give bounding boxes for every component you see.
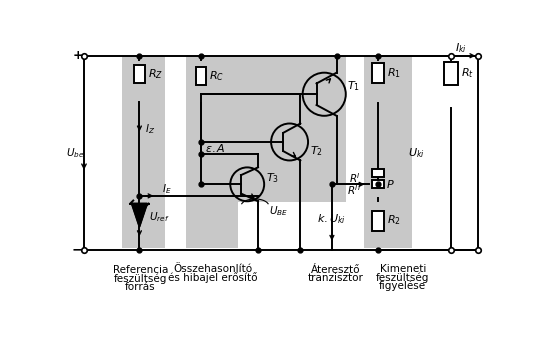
Bar <box>444 62 458 85</box>
Text: $R_2$: $R_2$ <box>387 214 402 228</box>
Bar <box>372 210 384 231</box>
Text: $T_3$: $T_3$ <box>266 171 279 185</box>
Text: $T_1$: $T_1$ <box>348 80 360 94</box>
Text: $R^I$: $R^I$ <box>349 171 361 185</box>
Text: Kimeneti: Kimeneti <box>379 264 426 274</box>
Text: $R_C$: $R_C$ <box>210 69 224 83</box>
Text: −: − <box>72 243 84 257</box>
Text: forrás: forrás <box>125 282 156 292</box>
Text: $I_E$: $I_E$ <box>162 182 171 196</box>
Text: Referencia: Referencia <box>113 265 168 275</box>
Text: tranzisztor: tranzisztor <box>308 273 364 283</box>
Bar <box>134 65 145 83</box>
Text: Áteresztő: Áteresztő <box>311 265 361 275</box>
Bar <box>372 63 384 83</box>
Text: $I_Z$: $I_Z$ <box>145 122 155 136</box>
Bar <box>372 180 384 188</box>
Text: feszültség: feszültség <box>113 273 167 283</box>
Bar <box>123 56 165 248</box>
Text: +: + <box>73 49 83 62</box>
Text: $T_2$: $T_2$ <box>310 144 322 158</box>
Bar <box>238 56 346 202</box>
Text: figyelése: figyelése <box>379 281 426 291</box>
Text: $U_{ki}$: $U_{ki}$ <box>408 146 425 159</box>
Polygon shape <box>132 203 147 227</box>
Text: $P$: $P$ <box>386 178 394 190</box>
Text: $I_{ki}$: $I_{ki}$ <box>455 41 467 55</box>
Text: $R_1$: $R_1$ <box>387 66 402 80</box>
Bar <box>372 169 384 177</box>
Text: feszültség: feszültség <box>376 272 430 283</box>
Text: $k.U_{ki}$: $k.U_{ki}$ <box>317 212 346 226</box>
Text: Összehasonlító: Összehasonlító <box>173 264 252 274</box>
Text: $U_{ref}$: $U_{ref}$ <box>148 210 169 224</box>
Bar <box>364 56 412 248</box>
Text: $U_{BE}$: $U_{BE}$ <box>269 205 288 218</box>
Text: $R^{II}$: $R^{II}$ <box>347 184 361 198</box>
Text: $R_Z$: $R_Z$ <box>148 67 163 81</box>
Bar <box>196 67 206 85</box>
Text: $R_t$: $R_t$ <box>460 67 474 80</box>
Text: $U_{be}$: $U_{be}$ <box>67 146 85 159</box>
Bar <box>186 56 238 248</box>
Text: $\varepsilon.A$: $\varepsilon.A$ <box>205 142 225 154</box>
Text: és hibajel erősítő: és hibajel erősítő <box>168 272 257 283</box>
